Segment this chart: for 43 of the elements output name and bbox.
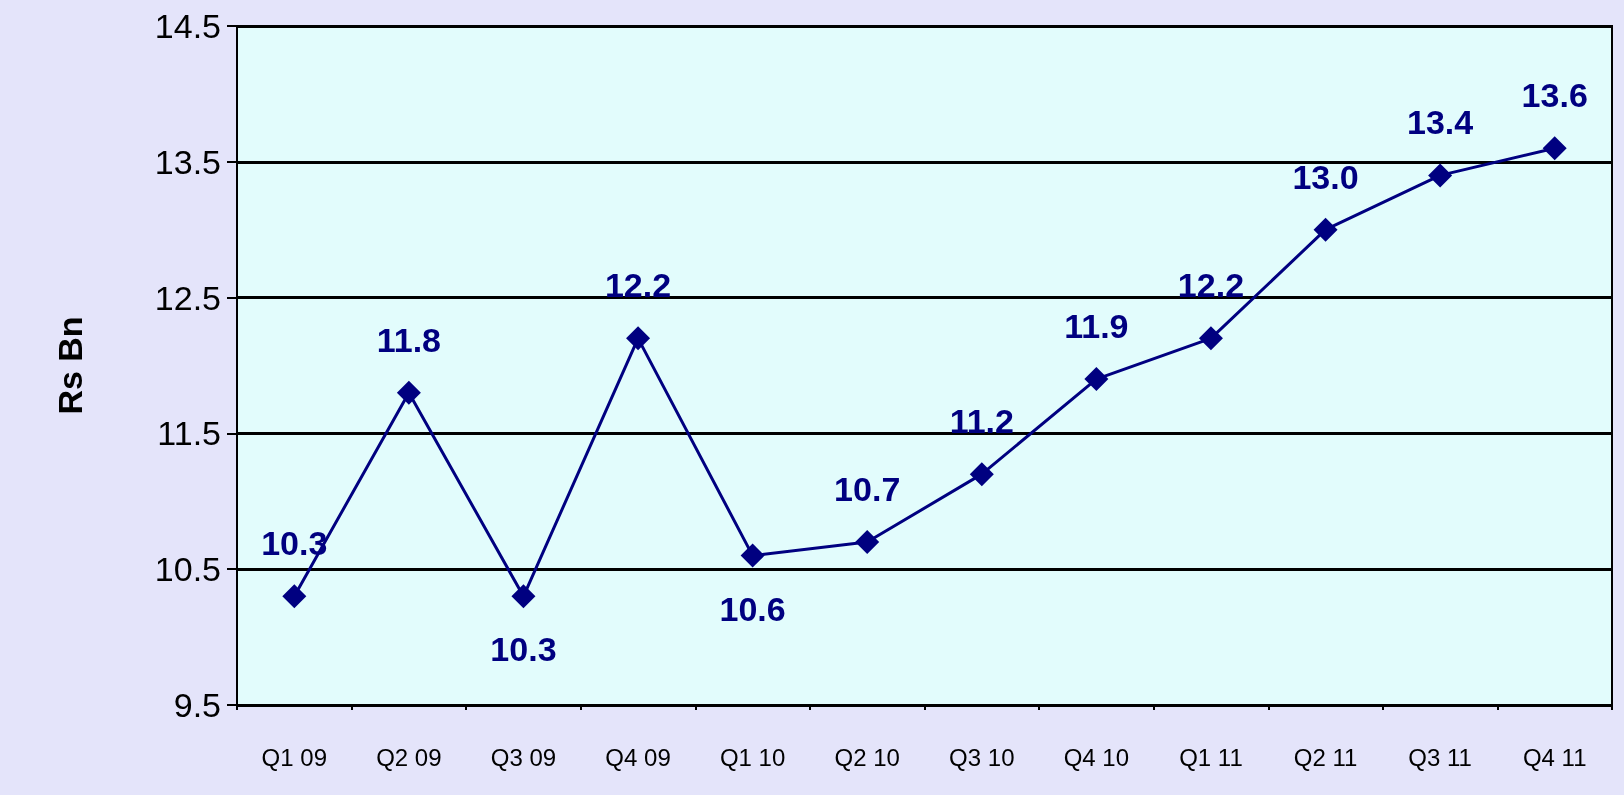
y-tick-label: 9.5 bbox=[173, 686, 221, 724]
x-tick-label: Q3 11 bbox=[1408, 743, 1472, 771]
data-label: 10.6 bbox=[719, 589, 786, 628]
data-label: 13.0 bbox=[1292, 157, 1359, 196]
y-axis-title: Rs Bn bbox=[51, 316, 89, 415]
data-label: 10.3 bbox=[261, 524, 328, 563]
x-tick-label: Q4 11 bbox=[1522, 743, 1587, 771]
point bbox=[855, 530, 880, 555]
point bbox=[740, 543, 765, 568]
data-label: 10.3 bbox=[490, 630, 557, 669]
data-label: 12.2 bbox=[1177, 266, 1245, 305]
y-tick-label: 14.5 bbox=[154, 7, 221, 45]
point bbox=[282, 584, 307, 609]
point bbox=[969, 462, 994, 487]
point bbox=[626, 326, 651, 351]
data-label: 11.2 bbox=[949, 402, 1014, 441]
point bbox=[1542, 136, 1567, 161]
x-tick-label: Q2 11 bbox=[1293, 743, 1358, 771]
data-label: 11.8 bbox=[376, 320, 442, 359]
x-tick-label: Q1 10 bbox=[719, 743, 786, 771]
data-label: 11.9 bbox=[1064, 307, 1129, 346]
data-label: 10.7 bbox=[834, 470, 901, 509]
y-tick-label: 10.5 bbox=[154, 550, 221, 589]
point bbox=[396, 380, 421, 405]
x-tick-label: Q4 09 bbox=[605, 743, 671, 771]
x-tick-label: Q3 09 bbox=[490, 743, 557, 771]
point bbox=[1313, 217, 1338, 242]
data-label: 13.6 bbox=[1521, 76, 1588, 115]
point bbox=[1428, 163, 1453, 188]
data-label: 13.4 bbox=[1407, 103, 1474, 142]
x-tick-label: Q3 10 bbox=[949, 743, 1015, 771]
x-tick-label: Q2 09 bbox=[376, 743, 442, 771]
y-tick-label: 12.5 bbox=[154, 278, 221, 317]
point bbox=[511, 584, 536, 609]
point bbox=[1084, 367, 1109, 392]
y-tick-label: 11.5 bbox=[157, 414, 221, 453]
point bbox=[1198, 326, 1223, 351]
x-tick-label: Q2 10 bbox=[834, 743, 900, 771]
y-tick-label: 13.5 bbox=[154, 142, 221, 181]
x-tick-label: Q1 09 bbox=[261, 743, 327, 771]
x-tick-label: Q4 10 bbox=[1063, 743, 1130, 771]
x-tick-label: Q1 11 bbox=[1179, 743, 1243, 771]
data-label: 12.2 bbox=[604, 266, 672, 305]
